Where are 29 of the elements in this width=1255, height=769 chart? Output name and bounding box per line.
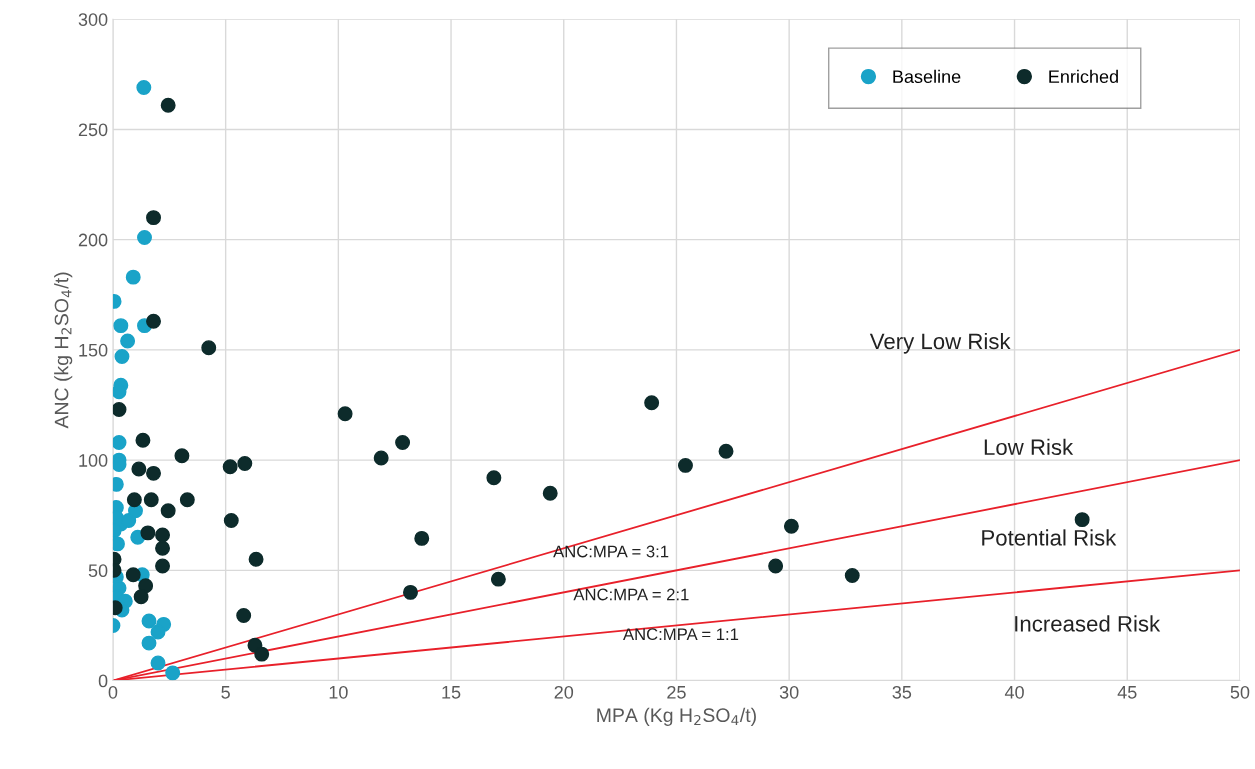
y-tick-label: 100 xyxy=(79,454,108,467)
y-tick-label: 150 xyxy=(79,343,108,357)
annotation: Potential Risk xyxy=(982,529,1117,546)
y-tick-label: 0 xyxy=(98,674,108,688)
y-tick-label: 200 xyxy=(78,233,108,247)
annotation: Increased Risk xyxy=(1015,615,1161,632)
y-tick-label: 300 xyxy=(78,13,108,26)
legend-label: Enriched xyxy=(1049,69,1118,84)
x-tick-label: 5 xyxy=(221,686,230,699)
annotation: Very Low Risk xyxy=(869,332,1011,354)
annotation: ANC:MPA = 1:1 xyxy=(623,628,739,641)
legend-label: Baseline xyxy=(893,69,961,84)
annotation: ANC:MPA = 3:1 xyxy=(553,545,669,558)
x-tick-label: 15 xyxy=(442,686,461,699)
x-tick-label: 10 xyxy=(329,685,348,699)
x-tick-label: 30 xyxy=(779,685,799,699)
x-tick-label: 40 xyxy=(1004,685,1024,699)
x-tick-label: 20 xyxy=(554,685,574,699)
annotation: Low Risk xyxy=(984,438,1074,456)
x-tick-label: 35 xyxy=(892,685,912,699)
x-tick-label: 0 xyxy=(108,685,118,699)
y-axis-title: ANC (kg H$_{2}$SO$_{4}$/t) xyxy=(54,272,73,429)
annotation: ANC:MPA = 2:1 xyxy=(573,588,689,601)
y-tick-label: 250 xyxy=(78,123,108,137)
x-tick-label: 25 xyxy=(667,685,686,699)
y-tick-label: 50 xyxy=(88,564,108,578)
x-tick-label: 50 xyxy=(1230,685,1250,699)
x-tick-label: 45 xyxy=(1117,686,1137,699)
x-axis-title: MPA (Kg H$_{2}$SO$_{4}$/t) xyxy=(597,707,756,726)
